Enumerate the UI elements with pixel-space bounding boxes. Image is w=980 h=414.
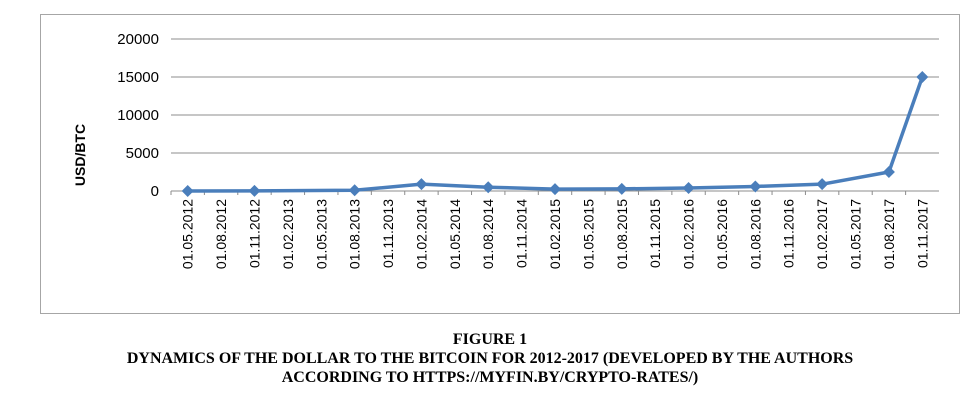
data-point-marker <box>615 182 628 195</box>
x-tick-label: 01.02.2016 <box>681 199 697 269</box>
x-tick-labels: 01.05.2012 01.08.2012 01.11.2012 01.02.2013… <box>170 191 930 269</box>
x-tick-label: 01.08.2015 <box>614 199 630 269</box>
y-tick-label: 15000 <box>117 69 159 86</box>
x-tick-label: 01.05.2017 <box>848 199 864 269</box>
x-tick-label: 01.05.2013 <box>313 199 329 269</box>
data-point-marker <box>348 184 361 197</box>
chart-frame: 0 5000 10000 15000 20000 01.05.2012 01.08.201… <box>40 14 960 314</box>
data-point-marker <box>682 181 695 194</box>
x-tick-label: 01.02.2017 <box>814 199 830 269</box>
series-layer <box>181 71 929 197</box>
x-tick-label: 01.05.2015 <box>580 199 596 269</box>
data-point-marker <box>749 180 762 193</box>
x-tick-label: 01.05.2012 <box>180 199 196 269</box>
x-tick-label: 01.08.2017 <box>881 199 897 269</box>
data-point-marker <box>816 178 829 191</box>
x-tick-label: 01.02.2013 <box>280 199 296 269</box>
x-tick-label: 01.11.2013 <box>380 199 396 268</box>
x-tick-label: 01.11.2017 <box>914 199 930 268</box>
x-tick-label: 01.05.2016 <box>714 199 730 269</box>
figure-number: FIGURE 1 <box>452 331 528 348</box>
x-tick-label: 01.08.2012 <box>213 199 229 269</box>
y-tick-label: 10000 <box>117 107 159 124</box>
y-tick-label: 20000 <box>117 31 159 48</box>
grid-layer <box>171 38 939 192</box>
x-tick-label: 01.08.2016 <box>747 199 763 269</box>
x-tick-label: 01.11.2012 <box>246 199 262 268</box>
y-axis-title: USD/BTC <box>72 124 88 186</box>
y-tick-label: 0 <box>151 183 159 200</box>
series-line <box>187 76 924 193</box>
data-point-marker <box>482 181 495 194</box>
figure-caption-line2: ACCORDING TO HTTPS://MYFIN.BY/CRYPTO-RAT… <box>281 369 699 386</box>
x-tick-label: 01.11.2014 <box>514 199 530 268</box>
data-point-marker <box>549 183 561 196</box>
x-tick-label: 01.05.2014 <box>447 199 463 269</box>
y-tick-labels: 0 5000 10000 15000 20000 <box>117 31 159 200</box>
x-tick-label: 01.08.2013 <box>347 199 363 269</box>
data-point-marker <box>248 184 261 197</box>
x-tick-label: 01.11.2015 <box>647 199 663 268</box>
x-tick-label: 01.02.2015 <box>547 199 563 269</box>
data-point-marker <box>415 178 428 191</box>
figure-caption-line1: DYNAMICS OF THE DOLLAR TO THE BITCOIN FO… <box>126 350 854 367</box>
x-tick-label: 01.08.2014 <box>480 199 496 269</box>
x-tick-label: 01.11.2016 <box>781 199 797 268</box>
data-point-marker <box>916 71 929 83</box>
y-tick-label: 5000 <box>126 145 159 162</box>
data-point-marker <box>882 166 895 178</box>
line-chart: 0 5000 10000 15000 20000 01.05.2012 01.08.201… <box>72 31 939 269</box>
x-tick-label: 01.02.2014 <box>413 199 429 269</box>
data-point-marker <box>181 184 194 197</box>
